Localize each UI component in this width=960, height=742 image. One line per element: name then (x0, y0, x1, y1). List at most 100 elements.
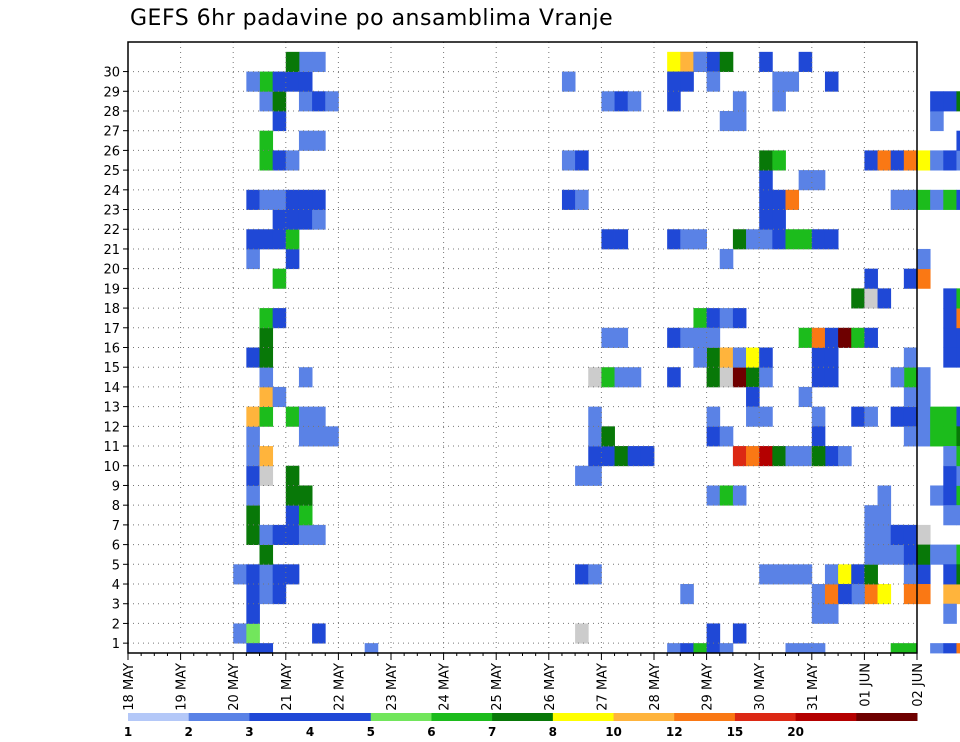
heatmap-cell (325, 426, 339, 447)
heatmap-cell (259, 544, 274, 565)
heatmap-cell (693, 347, 707, 368)
heatmap-cell (706, 51, 721, 72)
heatmap-cell (285, 248, 300, 270)
heatmap-cell (272, 150, 287, 171)
heatmap-cell (285, 505, 300, 526)
heatmap-cell (272, 308, 287, 329)
x-axis: 18 MAY 19 MAY 20 MAY 21 MAY 22 MAY 23 MAY 24 M… (122, 653, 926, 711)
y-tick-label: 2 (112, 617, 120, 632)
heatmap-cell (285, 51, 300, 72)
heatmap-cell (680, 229, 694, 250)
heatmap-cell (943, 465, 957, 486)
heatmap-cell (246, 406, 260, 427)
heatmap-cell (943, 150, 957, 171)
y-tick-label: 27 (103, 125, 120, 140)
x-tick-label: 19 MAY (175, 663, 190, 711)
heatmap-cell (298, 406, 313, 427)
heatmap-cell (917, 584, 931, 605)
heatmap-cell (719, 367, 734, 388)
heatmap-cell (588, 465, 602, 486)
heatmap-cell (246, 248, 260, 270)
y-tick-label: 9 (112, 479, 120, 494)
heatmap-cell (864, 327, 878, 348)
heatmap-cell (759, 150, 773, 171)
heatmap-cell (943, 91, 957, 112)
heatmap-cell (272, 209, 287, 230)
heatmap-cell (930, 189, 944, 210)
heatmap-cell (746, 229, 760, 250)
heatmap-cell (614, 367, 629, 388)
heatmap-cell (285, 485, 300, 506)
heatmap-cell (877, 544, 892, 565)
heatmap-cell (285, 150, 300, 171)
heatmap-cell (601, 446, 615, 467)
heatmap-cell (864, 288, 878, 309)
heatmap-cell (246, 229, 260, 250)
heatmap-cell (903, 347, 918, 368)
heatmap-cell (851, 584, 865, 605)
heatmap-cell (877, 150, 892, 171)
heatmap-cell (890, 544, 905, 565)
legend-label: 7 (488, 725, 496, 739)
heatmap-cell (706, 426, 721, 447)
heatmap-cell (930, 150, 944, 171)
heatmap-cell (838, 446, 852, 467)
heatmap-cell (259, 584, 274, 605)
heatmap-cell (312, 426, 326, 447)
heatmap-cell (693, 643, 707, 654)
heatmap-cell (917, 189, 931, 210)
heatmap-cell (298, 524, 313, 545)
heatmap-cell (851, 406, 865, 427)
heatmap-cell (864, 150, 878, 171)
heatmap-cell (956, 308, 960, 329)
x-tick-label: 24 MAY (438, 663, 453, 711)
heatmap-cell (917, 268, 931, 289)
heatmap-cell (272, 189, 287, 210)
heatmap-cell (785, 189, 800, 210)
heatmap-cell (811, 603, 826, 624)
heatmap-cell (272, 71, 287, 92)
heatmap-cell (903, 386, 918, 408)
heatmap-cell (588, 426, 602, 447)
heatmap-cell (298, 91, 313, 112)
heatmap-cell (785, 71, 800, 92)
heatmap-cell (930, 643, 944, 654)
legend-label: 3 (245, 725, 253, 739)
heatmap-cell (575, 150, 589, 171)
heatmap-cell (956, 446, 960, 467)
heatmap-cell (943, 603, 957, 624)
heatmap-cell (706, 308, 721, 329)
heatmap-cell (956, 584, 960, 605)
heatmap-cell (272, 229, 287, 250)
y-tick-label: 8 (112, 499, 120, 514)
x-tick-label: 18 MAY (122, 663, 137, 711)
y-tick-label: 23 (103, 204, 120, 219)
heatmap-cell (943, 189, 957, 210)
heatmap-cell (285, 406, 300, 427)
x-tick-label: 02 JUN (911, 663, 926, 707)
heatmap-cell (903, 544, 918, 565)
heatmap-cell (824, 71, 839, 92)
heatmap-cell (285, 524, 300, 545)
heatmap-cell (956, 347, 960, 368)
heatmap-cell (798, 564, 813, 585)
heatmap-cell (588, 564, 602, 585)
heatmap-cell (903, 189, 918, 210)
heatmap-cell (732, 623, 747, 644)
heatmap-cell (259, 150, 274, 171)
heatmap-cell (614, 327, 629, 348)
heatmap-cell (614, 446, 629, 467)
heatmap-cell (272, 584, 287, 605)
legend-swatch (795, 713, 857, 721)
heatmap-cell (246, 347, 260, 368)
heatmap-cell (772, 209, 786, 230)
heatmap-cell (706, 406, 721, 427)
heatmap-cell (930, 426, 944, 447)
heatmap-cell (627, 446, 642, 467)
heatmap-cell (614, 229, 629, 250)
x-tick-label: 25 MAY (490, 663, 505, 711)
y-tick-label: 4 (112, 578, 120, 593)
y-axis: 1234567891011121314151617181920212223242… (103, 66, 128, 652)
heatmap-cell (772, 446, 786, 467)
heatmap-cell (798, 327, 813, 348)
